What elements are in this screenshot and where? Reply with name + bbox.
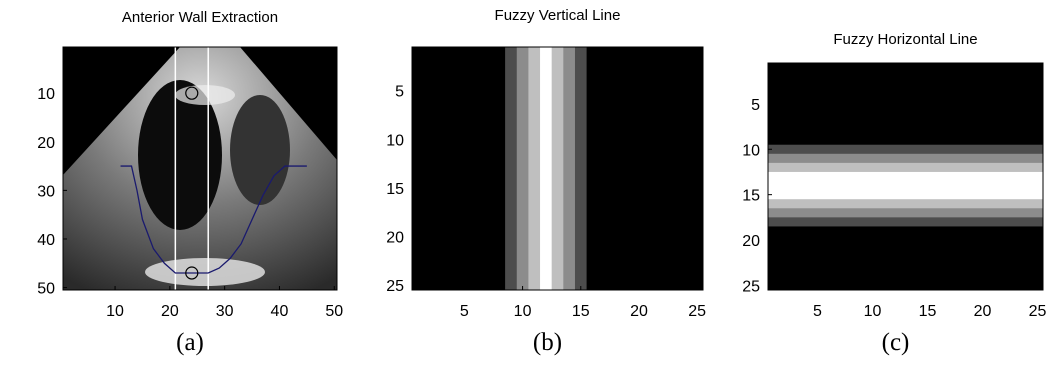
heatmap-row [768,63,1043,73]
heatmap-column [424,47,436,290]
x-tick-label: 25 [688,303,706,320]
x-tick-label: 25 [1029,303,1047,320]
x-tick-label: 10 [106,303,124,320]
chart-title: Fuzzy Vertical Line [495,7,621,24]
heatmap-column [610,47,622,290]
caption: (a) [176,329,204,356]
heatmap-row [768,245,1043,255]
x-tick-label: 5 [460,303,469,320]
heatmap-column [668,47,680,290]
heatmap-row [768,281,1043,291]
heatmap-column [656,47,668,290]
heatmap-row [768,90,1043,100]
heatmap-row [768,181,1043,191]
heatmap-row [768,172,1043,182]
caption: (b) [533,329,562,356]
x-tick-label: 10 [514,303,532,320]
heatmap-column [645,47,657,290]
heatmap-column [563,47,575,290]
x-tick-label: 40 [271,303,289,320]
heatmap-row [768,254,1043,264]
heatmap-column [435,47,447,290]
heatmap-row [768,81,1043,91]
heatmap-row [768,99,1043,109]
heatmap-column [528,47,540,290]
caption: (c) [882,329,910,356]
y-tick-label: 20 [386,230,404,247]
heatmap-column [517,47,529,290]
chart-title: Fuzzy Horizontal Line [833,31,977,48]
y-tick-label: 20 [742,233,760,250]
heatmap-column [622,47,634,290]
x-tick-label: 20 [161,303,179,320]
x-tick-label: 20 [630,303,648,320]
heatmap-row [768,136,1043,146]
y-tick-label: 40 [37,232,55,249]
heatmap-row [768,217,1043,227]
heatmap-column [459,47,471,290]
chart-title: Anterior Wall Extraction [122,9,278,26]
cardiac-cavity [230,95,290,205]
x-tick-label: 10 [864,303,882,320]
bright-wall [175,85,235,105]
heatmap-column [633,47,645,290]
x-tick-label: 15 [572,303,590,320]
y-tick-label: 20 [37,135,55,152]
heatmap-row [768,163,1043,173]
x-tick-label: 5 [813,303,822,320]
heatmap-row [768,72,1043,82]
y-tick-label: 10 [37,86,55,103]
heatmap-column [680,47,692,290]
y-tick-label: 25 [386,278,404,295]
y-tick-label: 10 [386,132,404,149]
heatmap-column [412,47,424,290]
page: {"chart_data": [ {"type": "image", "titl… [0,0,1060,366]
y-tick-label: 50 [37,281,55,298]
heatmap-column [691,47,703,290]
y-tick-label: 5 [751,97,760,114]
x-tick-label: 15 [919,303,937,320]
ultrasound-image [63,47,337,290]
heatmap-row [768,208,1043,218]
heatmap-column [575,47,587,290]
heatmap-row [768,263,1043,273]
y-tick-label: 25 [742,278,760,295]
heatmap-row [768,226,1043,236]
heatmap-column [540,47,552,290]
heatmap-column [447,47,459,290]
figure: 10 20 30 40 50 10 20 30 40 50 Anterior Wall Extrac… [0,0,1060,361]
y-tick-label: 15 [386,181,404,198]
heatmap-column [587,47,599,290]
heatmap-row [768,154,1043,164]
heatmap-column [598,47,610,290]
x-tick-label: 50 [325,303,343,320]
heatmap-column [470,47,482,290]
heatmap-row [768,117,1043,127]
heatmap-column [493,47,505,290]
heatmap-row [768,145,1043,155]
heatmap-column [482,47,494,290]
heatmap-column [552,47,564,290]
y-tick-label: 30 [37,183,55,200]
heatmap-row [768,127,1043,137]
y-tick-label: 5 [395,84,404,101]
y-tick-label: 10 [742,142,760,159]
heatmap-row [768,272,1043,282]
heatmap-row [768,236,1043,246]
x-tick-label: 20 [974,303,992,320]
x-tick-label: 30 [216,303,234,320]
heatmap-column [505,47,517,290]
heatmap-row [768,199,1043,209]
heatmap-row [768,190,1043,200]
heatmap-row [768,108,1043,118]
y-tick-label: 15 [742,188,760,205]
